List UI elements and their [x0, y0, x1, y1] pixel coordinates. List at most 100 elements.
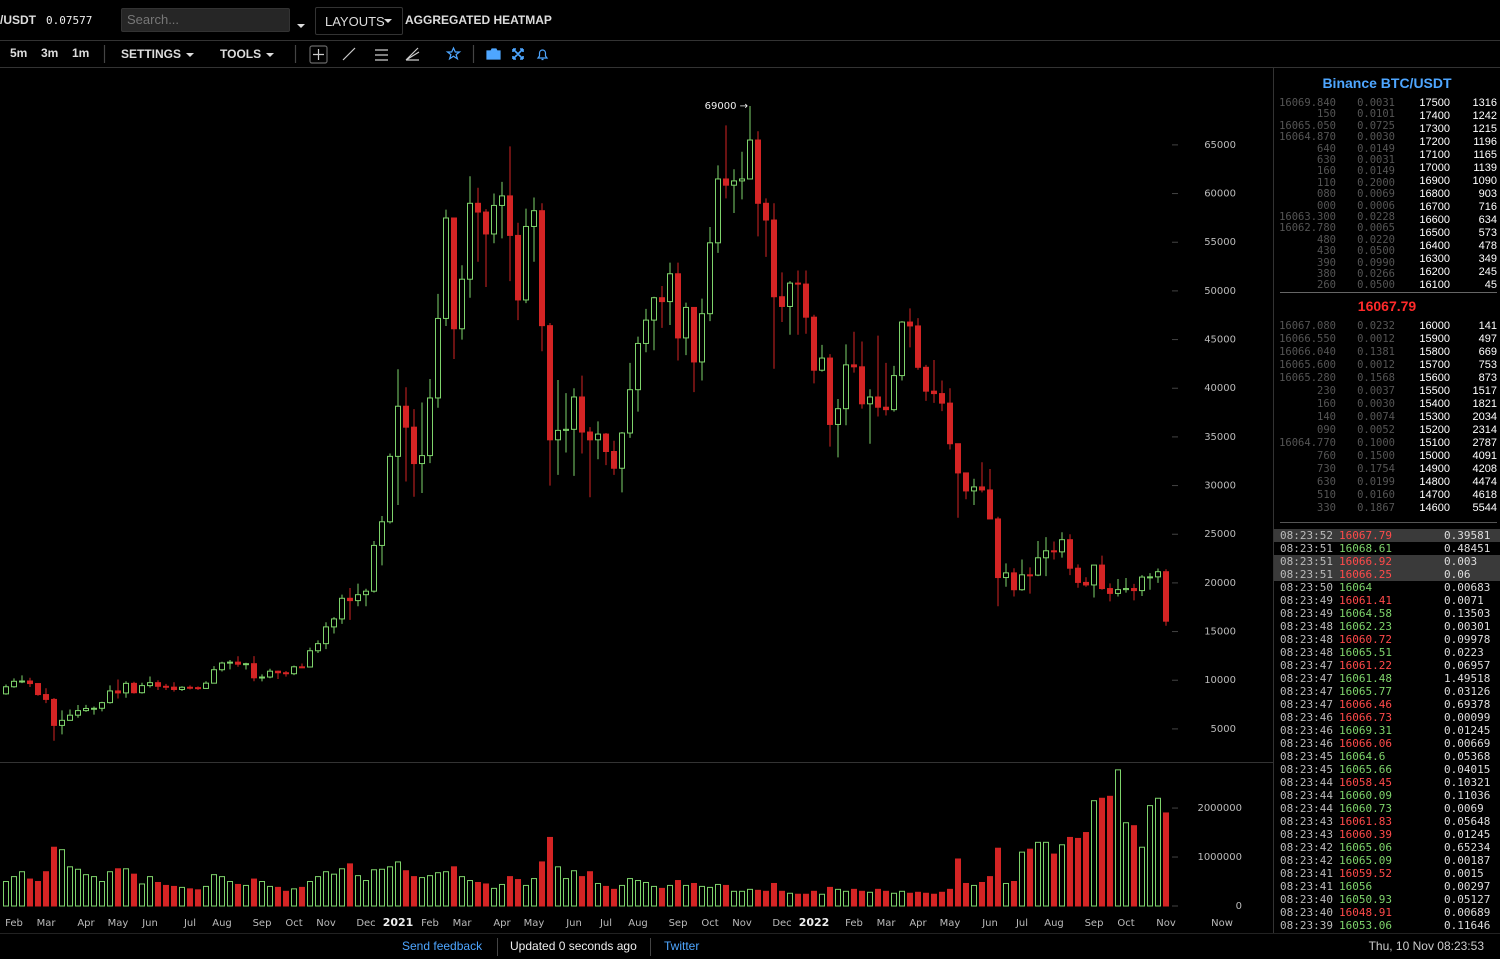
y-tick-label: 2000000 — [1197, 803, 1242, 814]
search-input[interactable]: Search... — [121, 8, 290, 32]
book-row: 330 0.1867 — [1274, 502, 1500, 515]
volume-bar — [67, 866, 73, 907]
trade-time: 08:23:47 — [1280, 698, 1333, 711]
book-left-price: 16065.050 — [1279, 119, 1336, 132]
trade-size: 0.00669 — [1444, 737, 1491, 750]
volume-bar — [179, 886, 185, 907]
mid-price: 16067.79 — [1357, 298, 1417, 314]
x-tick-label: Now — [1211, 918, 1233, 929]
volume-bar — [91, 876, 97, 907]
tools-menu[interactable]: TOOLS — [220, 47, 275, 61]
book-price: 14600 — [1419, 502, 1450, 514]
heatmap-link[interactable]: AGGREGATED HEATMAP — [405, 13, 552, 27]
trade-row: 08:23:46 16066.73 0.00099 — [1274, 711, 1500, 724]
settings-menu[interactable]: SETTINGS — [121, 47, 195, 61]
volume-bar — [19, 871, 25, 907]
candle-body — [723, 178, 729, 186]
trade-row: 08:23:48 16062.23 0.00301 — [1274, 620, 1500, 633]
volume-bar — [699, 885, 705, 907]
trade-size: 0.0015 — [1444, 867, 1484, 880]
book-row: 16065.050 0.0725 — [1274, 120, 1500, 133]
candle-body — [491, 204, 497, 235]
book-amount: 1215 — [1472, 123, 1497, 135]
separator — [650, 938, 651, 956]
book-amount: 634 — [1478, 214, 1497, 226]
volume-bar — [291, 888, 297, 907]
trade-time: 08:23:46 — [1280, 737, 1333, 750]
timeframe-button[interactable]: 1m — [72, 46, 90, 60]
book-price: 16900 — [1419, 175, 1450, 187]
layouts-button[interactable]: LAYOUTS — [315, 7, 403, 35]
x-tick-label: Nov — [732, 918, 752, 929]
tool-icon[interactable] — [342, 47, 356, 61]
volume-bar — [547, 836, 553, 907]
trade-time: 08:23:42 — [1280, 841, 1333, 854]
x-tick-label: 2022 — [799, 916, 830, 929]
volume-bar — [283, 890, 289, 907]
volume-bar — [907, 892, 913, 907]
candle-body — [59, 719, 65, 726]
tool-icon[interactable] — [375, 49, 388, 61]
y-tick-label: 65000 — [1204, 140, 1236, 151]
volume-bar — [1131, 825, 1137, 907]
trade-size: 0.00683 — [1444, 581, 1491, 594]
tool-icon[interactable] — [536, 49, 549, 61]
candle-body — [315, 643, 321, 652]
candle-body — [619, 432, 625, 469]
volume-bar — [747, 888, 753, 907]
book-price: 15500 — [1419, 385, 1450, 397]
timeframe-button[interactable]: 5m — [10, 46, 28, 60]
volume-bar — [555, 866, 561, 907]
trade-size: 0.05368 — [1444, 750, 1491, 763]
trade-price: 16062.23 — [1339, 620, 1392, 633]
tool-icon[interactable] — [486, 48, 501, 60]
twitter-link[interactable]: Twitter — [664, 939, 700, 953]
book-row: 17000 1139 — [1274, 162, 1500, 175]
trade-time: 08:23:43 — [1280, 828, 1333, 841]
volume-bar — [483, 883, 489, 907]
trade-price: 16066.92 — [1339, 555, 1392, 568]
trade-price: 16069.31 — [1339, 724, 1392, 737]
tool-icon[interactable] — [512, 48, 524, 60]
candle-body — [403, 405, 409, 428]
book-row: 080 0.0069 — [1274, 188, 1500, 201]
volume-bar — [1091, 800, 1097, 907]
y-tick-label: 25000 — [1204, 529, 1236, 540]
volume-bar — [979, 881, 985, 907]
x-tick-label: Sep — [253, 918, 272, 929]
book-row: 14700 4618 — [1274, 489, 1500, 502]
tool-icon[interactable] — [445, 46, 462, 61]
volume-bar — [83, 874, 89, 907]
x-tick-label: Jun — [981, 918, 998, 929]
volume-bar — [771, 882, 777, 907]
trade-time: 08:23:40 — [1280, 893, 1333, 906]
candle-body — [1163, 571, 1169, 622]
book-left-size: 0.1867 — [1357, 502, 1395, 514]
candle-body — [963, 472, 969, 492]
tool-icon[interactable] — [405, 47, 420, 61]
book-amount: 478 — [1478, 240, 1497, 252]
book-row: 16400 478 — [1274, 240, 1500, 253]
candle-body — [203, 682, 209, 689]
feedback-link[interactable]: Send feedback — [402, 939, 483, 953]
candle-body — [643, 319, 649, 344]
candle-body — [459, 278, 465, 330]
candle-body — [483, 211, 489, 235]
volume-bar — [75, 868, 81, 907]
timeframe-button[interactable]: 3m — [41, 46, 59, 60]
tool-icon[interactable] — [309, 45, 328, 64]
candle-body — [1155, 571, 1161, 578]
volume-bar — [155, 881, 161, 907]
book-left-price: 150 — [1317, 108, 1336, 121]
x-tick-label: Aug — [212, 918, 232, 929]
trade-price: 16065.66 — [1339, 763, 1392, 776]
trade-time: 08:23:46 — [1280, 711, 1333, 724]
book-left-price: 16064.870 — [1279, 131, 1336, 144]
tool-icon[interactable] — [313, 49, 324, 60]
book-row: 16900 1090 — [1274, 175, 1500, 188]
search-dropdown[interactable] — [297, 17, 305, 35]
volume-bar — [1139, 846, 1145, 907]
book-left-price: 330 — [1317, 502, 1336, 514]
volume-bar — [1163, 812, 1169, 907]
